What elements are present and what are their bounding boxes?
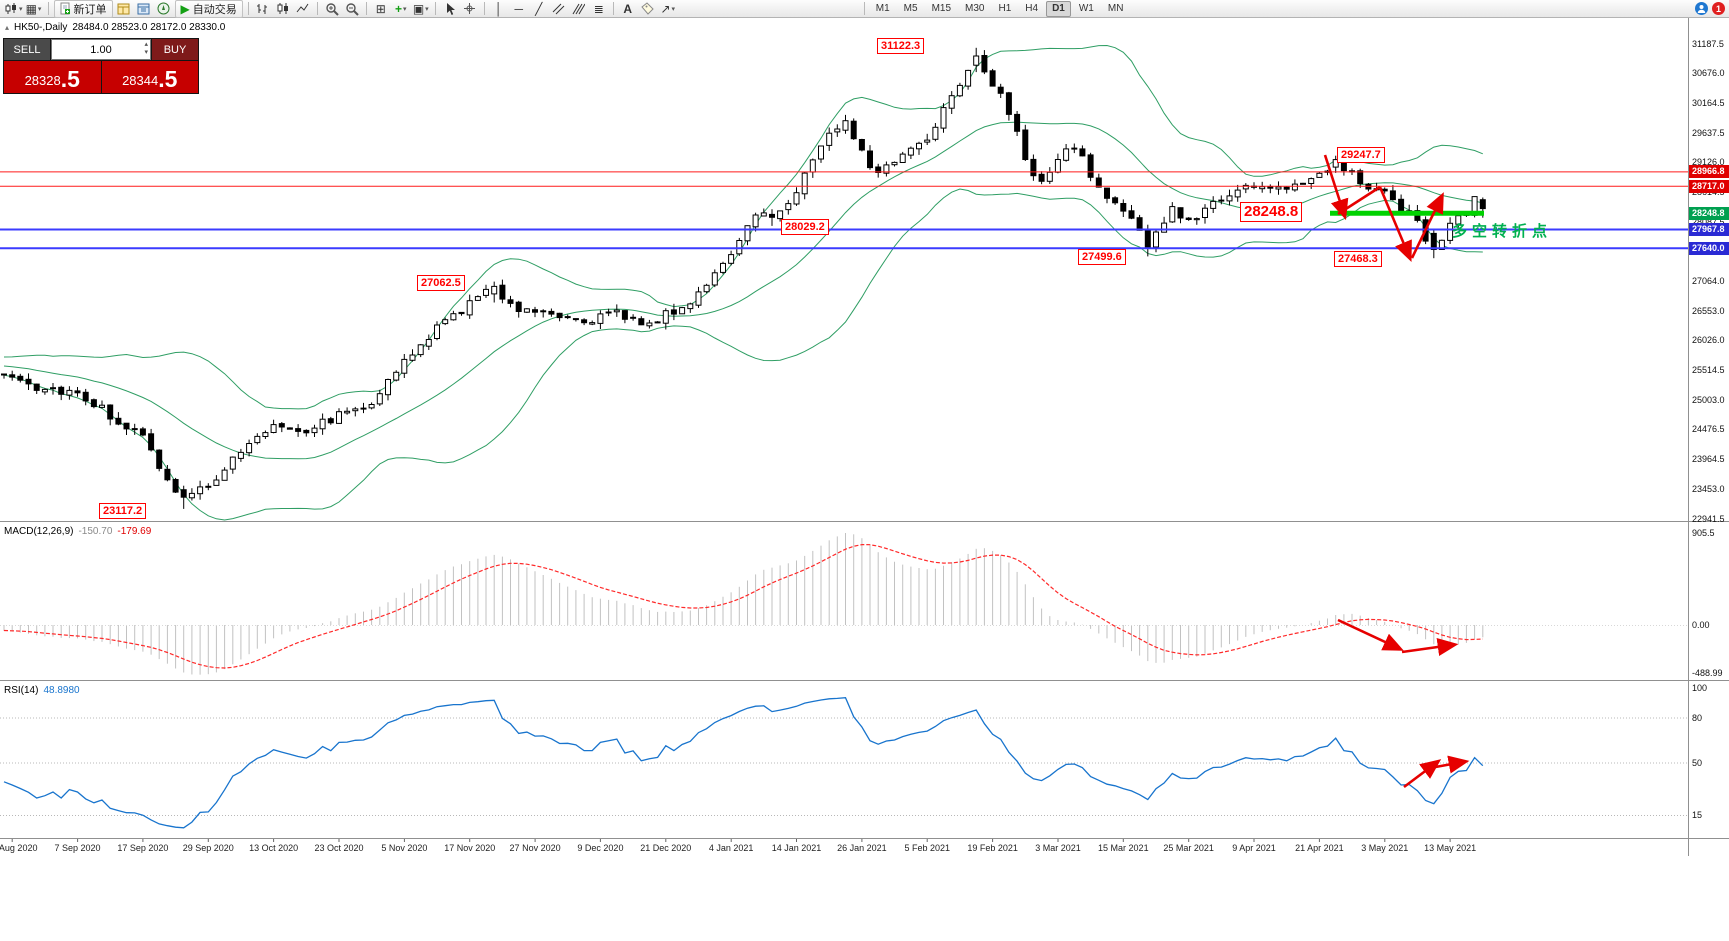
toolbar-separator <box>434 2 436 15</box>
toolbar: ▾ ▦ ▾ 新订单 ▶ 自动交易 ⊞ + ▾ ▣ ▾ │ ─ ╱ <box>0 0 1729 18</box>
buy-price[interactable]: 28344.5 <box>101 61 198 93</box>
navigator-icon[interactable] <box>155 1 173 17</box>
new-order-label: 新订单 <box>73 3 107 16</box>
arrow-object[interactable] <box>1429 755 1470 774</box>
candle-chart-icon[interactable] <box>274 1 292 17</box>
pane-separators <box>0 18 1729 856</box>
cursor-icon[interactable] <box>441 1 459 17</box>
arrow-object[interactable] <box>1337 618 1404 651</box>
toolbar-separator <box>863 2 865 15</box>
bollinger-bands <box>3 44 1483 521</box>
new-chart-icon[interactable]: ▾ <box>4 1 23 17</box>
notifications-badge[interactable]: 1 <box>1712 2 1725 15</box>
fibonacci-icon[interactable]: ≣ <box>593 1 604 16</box>
rsi-value: 48.8980 <box>43 685 80 696</box>
toolbar-separator <box>365 2 367 15</box>
new-order-button[interactable]: 新订单 <box>53 0 113 18</box>
rsi-line <box>3 697 1484 829</box>
crosshair-icon[interactable] <box>461 1 479 17</box>
data-window-icon[interactable] <box>135 1 153 17</box>
timeframe-h4[interactable]: H4 <box>1025 2 1039 14</box>
macd-main-value: -150.70 <box>78 526 113 537</box>
one-click-trading-panel: SELL 1.00 ▴ ▾ BUY 28328.5 28344.5 <box>3 38 199 94</box>
text-icon[interactable]: A <box>623 1 633 16</box>
timeframe-mn[interactable]: MN <box>1107 2 1124 14</box>
community-icon[interactable] <box>1692 1 1710 17</box>
zoom-in-icon[interactable] <box>323 1 341 17</box>
rsi-name: RSI(14) <box>4 685 39 696</box>
pitchfork-icon[interactable] <box>570 1 588 17</box>
buy-price-frac: .5 <box>158 66 178 92</box>
buy-button[interactable]: BUY <box>152 39 198 60</box>
channel-icon[interactable] <box>550 1 568 17</box>
sell-price[interactable]: 28328.5 <box>4 61 101 93</box>
autotrade-button[interactable]: ▶ 自动交易 <box>174 0 243 18</box>
macd-name: MACD(12,26,9) <box>4 526 74 537</box>
volume-value: 1.00 <box>90 43 112 56</box>
arrow-object[interactable] <box>1410 192 1444 259</box>
trendline-icon[interactable]: ╱ <box>535 1 543 16</box>
toolbar-separator <box>612 2 614 15</box>
symbol-period: HK50-,Daily <box>14 22 68 33</box>
line-chart-icon[interactable] <box>294 1 312 17</box>
macd-signal-value: -179.69 <box>117 526 152 537</box>
toolbar-separator <box>316 2 318 15</box>
new-order-icon <box>60 2 70 15</box>
autotrade-play-icon: ▶ <box>180 1 190 16</box>
macd-label: MACD(12,26,9) -150.70 -179.69 <box>4 526 151 537</box>
toolbar-separator <box>483 2 485 15</box>
sell-button[interactable]: SELL <box>4 39 50 60</box>
bar-chart-icon[interactable] <box>254 1 272 17</box>
timeframe-d1[interactable]: D1 <box>1046 0 1071 17</box>
timeframe-m30[interactable]: M30 <box>965 2 985 14</box>
toolbar-separator <box>47 2 49 15</box>
volume-input[interactable]: 1.00 ▴ ▾ <box>51 39 151 60</box>
arrow-object[interactable] <box>1378 186 1412 262</box>
macd-signal-line <box>3 543 1483 669</box>
macd-histogram <box>3 533 1484 675</box>
one-click-panel-toggle[interactable]: ▴ <box>5 23 10 32</box>
chart-profiles-icon[interactable]: ▦ ▾ <box>25 1 42 16</box>
toolbar-separator <box>247 2 249 15</box>
sell-price-int: 28328 <box>24 73 61 88</box>
arrows-objects-icon[interactable]: ↗ ▾ <box>660 1 676 16</box>
ohlc-values: 28484.0 28523.0 28172.0 28330.0 <box>72 22 226 33</box>
arrow-object[interactable] <box>1337 185 1381 216</box>
timeframe-m1[interactable]: M1 <box>875 2 890 14</box>
buy-price-int: 28344 <box>122 73 159 88</box>
candlestick-series <box>1 47 1486 509</box>
text-label-icon[interactable] <box>639 1 657 17</box>
arrow-object[interactable] <box>1323 154 1349 221</box>
chart-title: ▴ HK50-,Daily 28484.0 28523.0 28172.0 28… <box>5 22 225 33</box>
sell-price-frac: .5 <box>60 66 80 92</box>
volume-spinner[interactable]: ▴ ▾ <box>144 41 148 56</box>
objects-list-icon[interactable]: ▣ ▾ <box>412 1 429 16</box>
autotrade-label: 自动交易 <box>192 3 237 16</box>
timeframe-w1[interactable]: W1 <box>1078 2 1094 14</box>
timeframe-m15[interactable]: M15 <box>931 2 952 14</box>
tile-windows-icon[interactable]: ⊞ <box>375 1 386 16</box>
rsi-label: RSI(14) 48.8980 <box>4 685 80 696</box>
timeframe-h1[interactable]: H1 <box>998 2 1012 14</box>
zoom-out-icon[interactable] <box>343 1 361 17</box>
vertical-line-icon[interactable]: │ <box>495 1 503 16</box>
horizontal-line-icon[interactable]: ─ <box>514 1 523 16</box>
timeframe-m5[interactable]: M5 <box>903 2 918 14</box>
market-watch-icon[interactable] <box>115 1 133 17</box>
indicators-icon[interactable]: + ▾ <box>394 1 407 16</box>
arrow-object[interactable] <box>1401 637 1459 656</box>
